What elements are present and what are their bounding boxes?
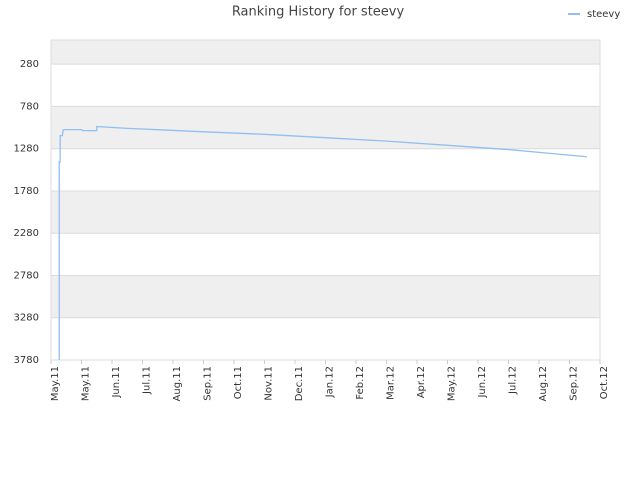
x-tick-label: Jul.12	[508, 366, 519, 395]
plot-band	[51, 64, 600, 107]
y-tick-label: 3780	[14, 355, 39, 366]
y-tick-label: 1780	[14, 186, 39, 197]
x-tick-label: Dec.11	[294, 366, 305, 401]
plot-band	[51, 106, 600, 149]
x-tick-label: Feb.12	[355, 366, 366, 400]
x-tick-label: Mar.12	[386, 366, 397, 400]
x-tick-label: Sep.12	[569, 366, 580, 401]
plot-band	[51, 317, 600, 360]
y-tick-label: 2280	[14, 228, 39, 239]
plot-band	[51, 40, 600, 65]
legend-label: steevy	[587, 9, 620, 20]
x-tick-label: Jul.11	[142, 366, 153, 395]
plot-band	[51, 190, 600, 234]
y-tick-label: 3280	[14, 313, 39, 324]
y-tick-label: 280	[20, 59, 39, 70]
chart-title: Ranking History for steevy	[232, 5, 405, 20]
plot-band	[51, 233, 600, 276]
y-tick-label: 1280	[14, 144, 39, 155]
x-tick-label: Aug.12	[538, 366, 549, 401]
x-tick-label: Jan.12	[325, 366, 336, 398]
y-tick-label: 2780	[14, 270, 39, 281]
x-tick-label: Nov.11	[264, 366, 275, 401]
x-tick-label: Jun.12	[477, 366, 488, 399]
x-tick-label: May.12	[447, 366, 458, 401]
plot-band	[51, 275, 600, 318]
x-tick-label: Oct.11	[233, 366, 244, 399]
x-tick-label: May.11	[50, 366, 61, 401]
x-tick-label: Aug.11	[172, 366, 183, 401]
data-line	[58, 125, 587, 360]
y-tick-label: 780	[20, 101, 39, 112]
x-tick-label: Jun.11	[111, 366, 122, 399]
x-tick-label: May.11	[81, 366, 92, 401]
x-tick-label: Oct.12	[599, 366, 610, 399]
x-tick-label: Apr.12	[416, 366, 427, 398]
x-tick-label: Sep.11	[203, 366, 214, 401]
plot-band	[51, 148, 600, 191]
